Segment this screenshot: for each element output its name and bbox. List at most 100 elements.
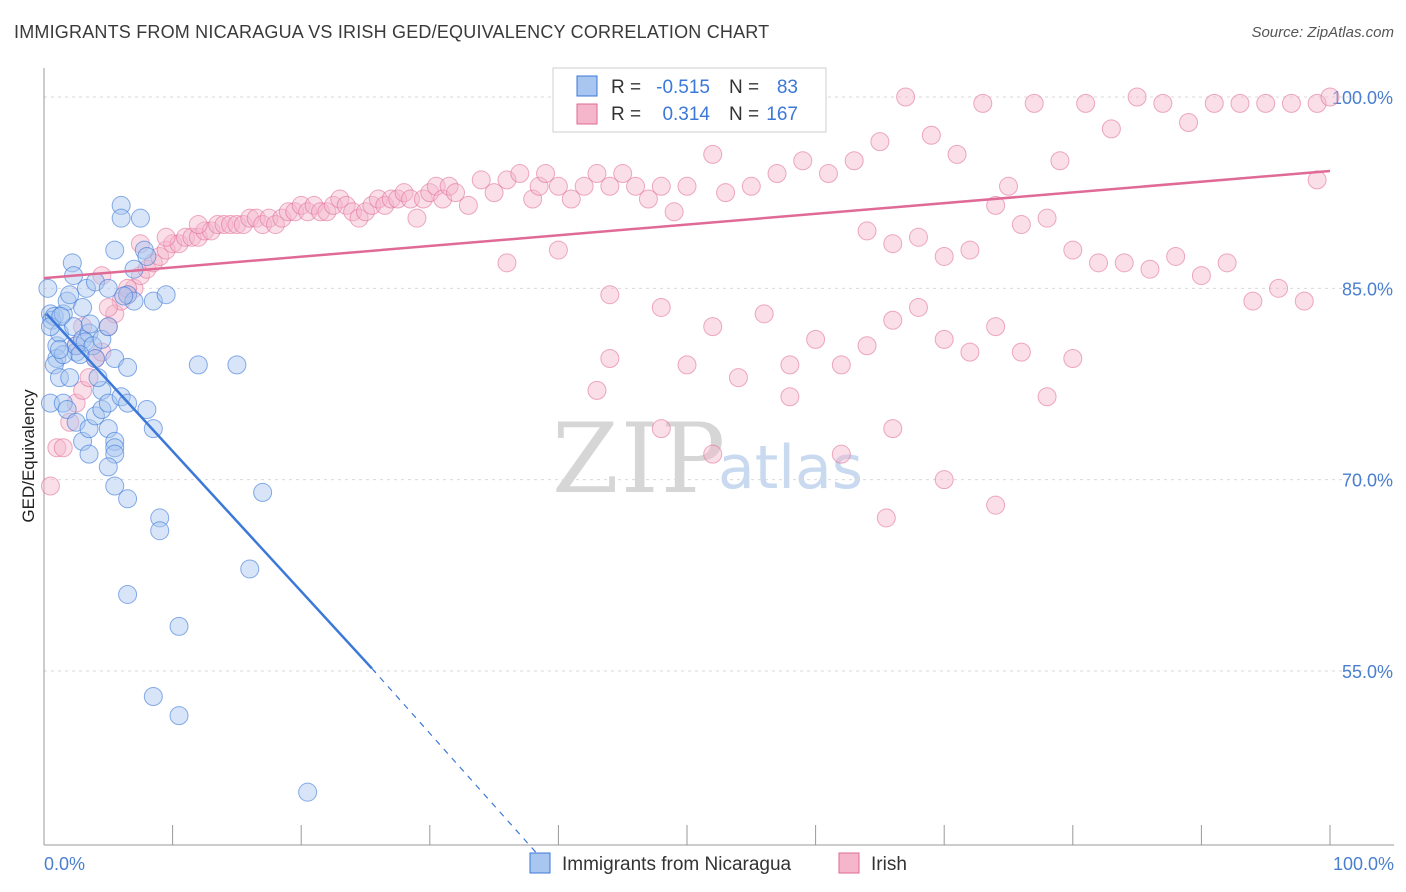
point-nicaragua (156, 285, 176, 305)
point-irish (1011, 342, 1031, 362)
point-irish (1050, 151, 1070, 171)
bottom-legend-label-nicaragua: Immigrants from Nicaragua (562, 854, 792, 875)
point-nicaragua (98, 457, 118, 477)
point-irish (574, 176, 594, 196)
point-irish (780, 387, 800, 407)
point-irish (587, 164, 607, 184)
point-nicaragua (92, 380, 112, 400)
bottom-legend-swatch-blue (529, 852, 551, 874)
point-nicaragua (98, 278, 118, 298)
point-irish (1217, 253, 1237, 273)
point-irish (1011, 215, 1031, 235)
point-irish (613, 164, 633, 184)
point-irish (651, 297, 671, 317)
point-irish (1024, 93, 1044, 113)
point-nicaragua (53, 304, 73, 324)
point-irish (934, 470, 954, 490)
point-nicaragua (49, 340, 69, 360)
point-irish (510, 164, 530, 184)
point-irish (471, 170, 491, 190)
point-nicaragua (169, 616, 189, 636)
legend-swatch-blue (576, 75, 598, 97)
point-irish (831, 355, 851, 375)
point-irish (523, 189, 543, 209)
point-nicaragua (169, 706, 189, 726)
point-nicaragua (143, 687, 163, 707)
point-nicaragua (240, 559, 260, 579)
point-irish (1179, 113, 1199, 133)
watermark: ZIP atlas (552, 403, 863, 515)
point-irish (536, 164, 556, 184)
point-irish (703, 144, 723, 164)
point-irish (1063, 348, 1083, 368)
point-irish (741, 176, 761, 196)
trend-line-nicaragua (45, 312, 373, 670)
legend-swatch-pink (576, 103, 598, 125)
point-nicaragua (105, 444, 125, 464)
point-irish (529, 176, 549, 196)
point-nicaragua (137, 246, 157, 266)
point-nicaragua (118, 489, 138, 509)
trend-lines (43, 169, 1331, 857)
point-irish (818, 164, 838, 184)
point-irish (40, 476, 60, 496)
point-irish (1294, 291, 1314, 311)
point-irish (664, 202, 684, 222)
point-irish (1076, 93, 1096, 113)
point-irish (60, 412, 80, 432)
point-irish (446, 183, 466, 203)
stats-legend: R = -0.515 N = 83 R = 0.314 N = 167 (552, 67, 827, 133)
point-irish (754, 304, 774, 324)
point-irish (883, 234, 903, 254)
watermark-atlas: atlas (718, 433, 863, 503)
point-nicaragua (105, 240, 125, 260)
point-nicaragua (150, 521, 170, 541)
point-irish (188, 215, 208, 235)
point-irish (47, 438, 67, 458)
point-irish (677, 355, 697, 375)
point-irish (156, 227, 176, 247)
point-nicaragua (49, 368, 69, 388)
legend-n-value-pink: 167 (766, 104, 798, 125)
point-irish (908, 297, 928, 317)
point-irish (73, 380, 93, 400)
point-irish (793, 151, 813, 171)
point-irish (780, 355, 800, 375)
point-irish (876, 508, 896, 528)
point-irish (1140, 259, 1160, 279)
series-legend: Immigrants from Nicaragua Irish (529, 852, 907, 875)
trend-line-irish (43, 169, 1331, 280)
legend-n-label-blue: N = (729, 77, 759, 98)
point-irish (1256, 93, 1276, 113)
legend-r-label-blue: R = (611, 77, 641, 98)
point-irish (986, 317, 1006, 337)
point-irish (973, 93, 993, 113)
point-irish (831, 444, 851, 464)
point-nicaragua (124, 291, 144, 311)
point-irish (870, 132, 890, 152)
legend-r-value-pink: 0.314 (662, 104, 710, 125)
legend-n-value-blue: 83 (777, 77, 798, 98)
point-nicaragua (227, 355, 247, 375)
point-irish (1269, 278, 1289, 298)
series-nicaragua (38, 195, 318, 802)
point-nicaragua (114, 286, 134, 306)
point-nicaragua (105, 476, 125, 496)
point-irish (1037, 387, 1057, 407)
point-irish (934, 246, 954, 266)
point-irish (484, 183, 504, 203)
chart-title: IMMIGRANTS FROM NICARAGUA VS IRISH GED/E… (14, 22, 770, 42)
y-axis-label: GED/Equivalency (19, 389, 38, 523)
point-irish (806, 329, 826, 349)
point-irish (1114, 253, 1134, 273)
point-nicaragua (253, 482, 273, 502)
point-irish (651, 176, 671, 196)
point-irish (1204, 93, 1224, 113)
point-irish (934, 329, 954, 349)
point-irish (600, 176, 620, 196)
watermark-zip: ZIP (552, 403, 727, 515)
point-irish (960, 342, 980, 362)
point-irish (98, 297, 118, 317)
point-irish (703, 317, 723, 337)
